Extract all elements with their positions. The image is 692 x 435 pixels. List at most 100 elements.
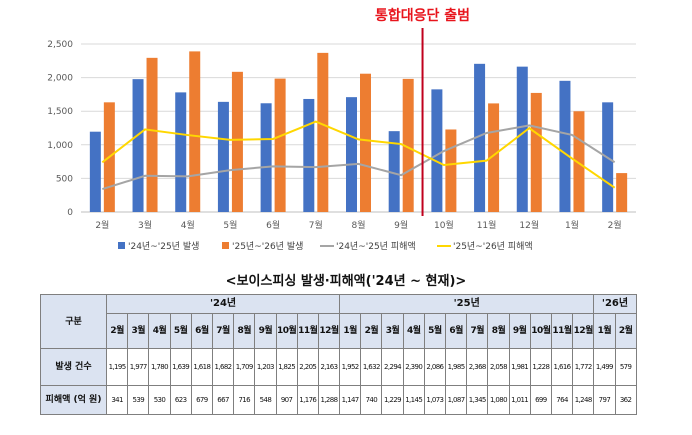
bar xyxy=(445,129,457,212)
y-tick-label: 0 xyxy=(67,208,73,218)
x-tick-label: 7월 xyxy=(309,219,323,231)
x-tick-label: 10월 xyxy=(434,219,454,231)
table-cell: 1,616 xyxy=(550,348,574,386)
legend-swatch xyxy=(222,242,229,249)
y-tick-label: 1,000 xyxy=(47,141,73,151)
month-header: 1월 xyxy=(339,313,362,349)
x-tick-label: 11월 xyxy=(477,219,497,231)
table-cell: 1,825 xyxy=(275,348,298,386)
table-title: <보이스피싱 발생·피해액('24년 ~ 현재)> xyxy=(225,274,467,289)
month-header: 2월 xyxy=(360,313,383,349)
table-cell: 2,086 xyxy=(423,348,447,386)
bar xyxy=(388,131,400,212)
bar xyxy=(89,131,101,212)
y-tick-label: 2,000 xyxy=(47,74,73,84)
bar xyxy=(559,80,571,213)
table-cell: 1,147 xyxy=(339,385,362,415)
table-cell: 667 xyxy=(211,385,235,415)
series-line xyxy=(101,120,616,189)
table-cell: 1,780 xyxy=(148,348,171,386)
table-cell: 1,087 xyxy=(444,385,468,415)
table-cell: 2,368 xyxy=(466,348,489,386)
month-header: 11월 xyxy=(296,313,319,349)
x-tick-label: 2월 xyxy=(608,219,622,231)
table-cell: 1,080 xyxy=(487,385,510,415)
month-header: 3월 xyxy=(381,313,404,349)
table-cell: 2,294 xyxy=(381,348,404,386)
bar xyxy=(217,101,229,212)
x-tick-label: 2월 xyxy=(95,219,109,231)
month-header: 6월 xyxy=(190,313,213,349)
table-cell: 548 xyxy=(254,385,277,415)
bar xyxy=(132,79,144,212)
bar xyxy=(231,71,243,212)
x-tick-label: 12월 xyxy=(519,219,539,231)
month-header: 3월 xyxy=(127,313,150,349)
year-header: '24년 xyxy=(105,294,341,314)
bar xyxy=(274,78,286,212)
bar xyxy=(402,78,414,212)
legend-label: '25년~'26년 피해액 xyxy=(453,240,533,252)
table-cell: 679 xyxy=(190,385,213,415)
bar xyxy=(260,103,272,212)
month-header: 5월 xyxy=(423,313,447,349)
month-header: 4월 xyxy=(148,313,171,349)
bar xyxy=(360,73,371,213)
bar xyxy=(474,63,486,212)
table-cell: 1,345 xyxy=(466,385,489,415)
table-cell: 1,145 xyxy=(402,385,425,415)
chart: 0 500 1,000 1,500 2,000 2,500 2월 3월 4월 5월 6월 7월 8월 9월… xyxy=(47,7,636,252)
legend-label: '24년~'25년 발생 xyxy=(128,241,199,252)
table-cell: 2,058 xyxy=(487,348,510,386)
table-cell: 740 xyxy=(360,385,383,415)
table-cell: 530 xyxy=(148,385,171,415)
x-tick-label: 5월 xyxy=(223,219,237,231)
bar xyxy=(346,97,357,212)
month-header: 4월 xyxy=(402,313,425,349)
table-cell: 1,176 xyxy=(296,385,319,415)
table-cell: 699 xyxy=(529,385,552,415)
table-cell: 764 xyxy=(550,385,574,415)
month-header: 9월 xyxy=(254,313,277,349)
legend-label: '24년~'25년 피해액 xyxy=(336,240,416,252)
bar xyxy=(573,111,585,212)
bar xyxy=(616,173,628,212)
table-cell: 579 xyxy=(614,348,637,386)
table-cell: 1,228 xyxy=(529,348,552,386)
bar xyxy=(175,92,187,212)
bar xyxy=(146,57,158,212)
x-tick-label: 3월 xyxy=(138,219,152,231)
bar xyxy=(431,89,443,212)
bar xyxy=(303,98,315,212)
table-corner: 구분 xyxy=(40,294,107,349)
year-header: '25년 xyxy=(339,294,595,314)
table-cell: 1,011 xyxy=(508,385,531,415)
table-cell: 1,499 xyxy=(593,348,616,386)
legend-swatch xyxy=(118,242,125,249)
table-cell: 1,772 xyxy=(572,348,595,386)
data-table: 구분 '24년 '25년 '26년 2월 3월 4월 5월 6월 7월 8월 9월 10월 11월 12월 1… xyxy=(40,294,637,415)
table-cell: 716 xyxy=(233,385,256,415)
table-cell: 1,952 xyxy=(339,348,362,386)
table-cell: 2,163 xyxy=(317,348,341,386)
annotation-label: 통합대응단 출범 xyxy=(375,7,470,24)
month-header: 8월 xyxy=(487,313,510,349)
table-cell: 1,288 xyxy=(317,385,341,415)
table-cell: 1,248 xyxy=(572,385,595,415)
table-cell: 907 xyxy=(275,385,298,415)
row-label: 발생 건수 xyxy=(40,348,107,386)
month-header: 12월 xyxy=(572,313,595,349)
bar xyxy=(488,103,500,212)
month-header: 1월 xyxy=(593,313,616,349)
x-tick-label: 9월 xyxy=(394,219,408,231)
month-header: 10월 xyxy=(275,313,298,349)
table-cell: 1,981 xyxy=(508,348,531,386)
bar xyxy=(317,52,329,213)
x-tick-label: 1월 xyxy=(565,219,579,231)
table-cell: 362 xyxy=(614,385,637,415)
table-cell: 539 xyxy=(127,385,150,415)
row-label: 피해액 (억 원) xyxy=(40,385,107,415)
table-cell: 1,977 xyxy=(127,348,150,386)
table-cell: 1,203 xyxy=(254,348,277,386)
y-tick-label: 1,500 xyxy=(47,107,73,117)
